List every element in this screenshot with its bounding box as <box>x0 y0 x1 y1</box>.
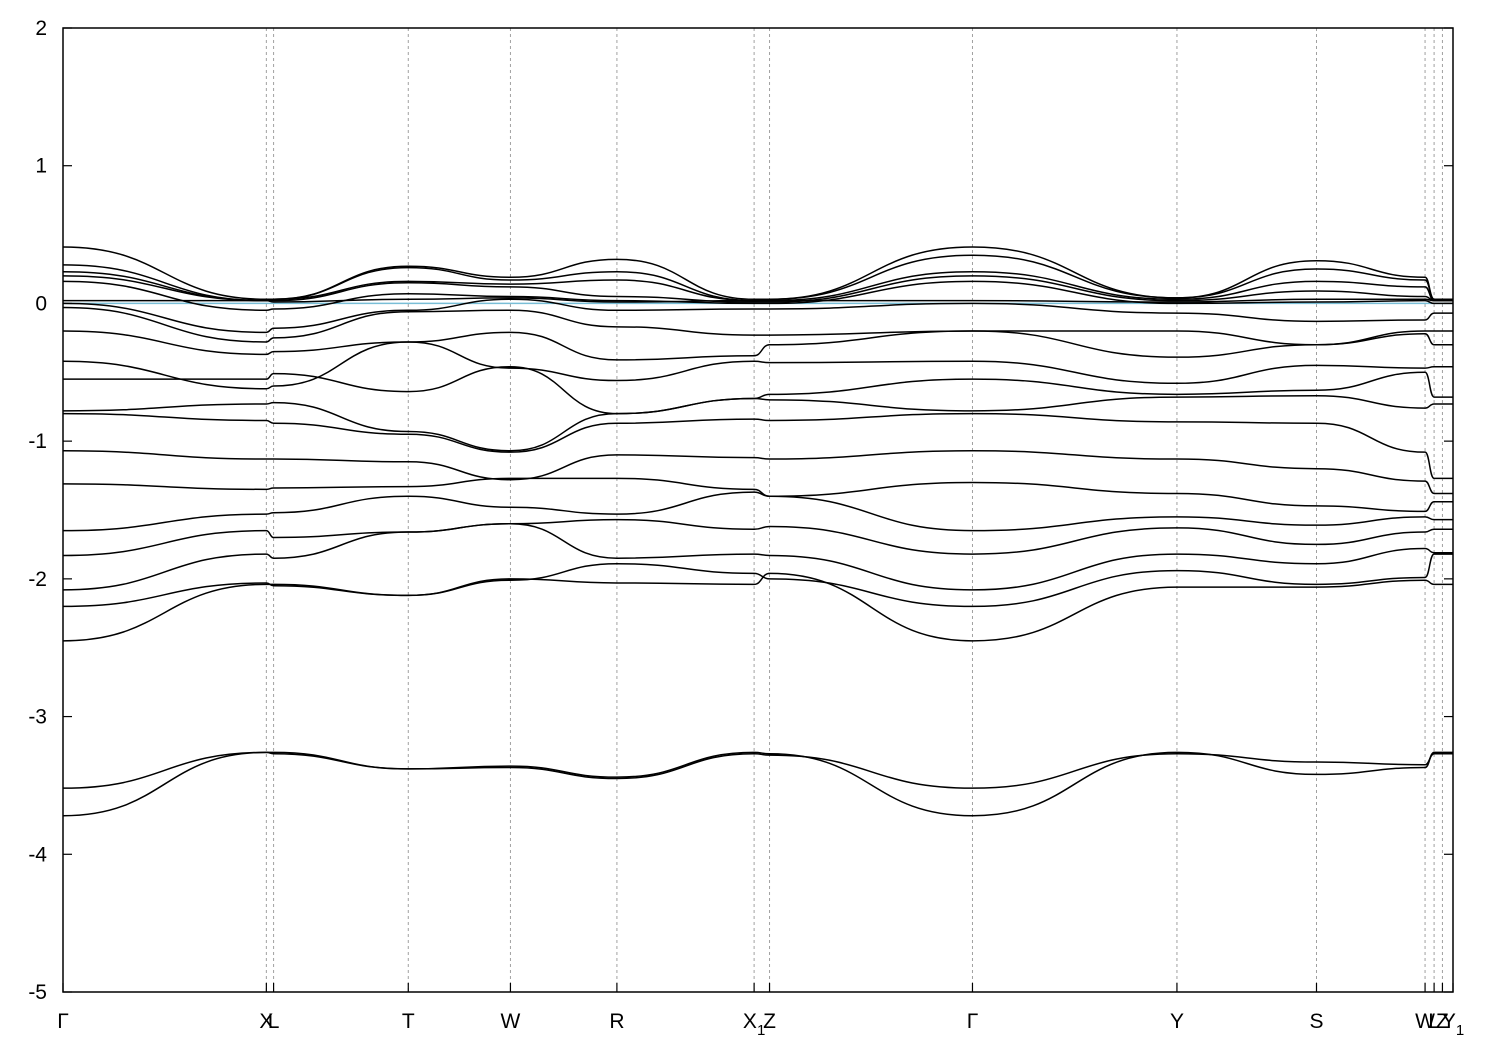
band-line-11 <box>63 366 1453 415</box>
xtick-label-8: Γ <box>967 1010 979 1033</box>
xtick-label-6: X1 <box>743 1010 765 1039</box>
band-line-10 <box>62 394 1453 452</box>
band-line-9 <box>62 412 1453 480</box>
ytick-label: -3 <box>28 706 47 729</box>
xtick-label-12: L <box>1428 1010 1440 1033</box>
xtick-subscript-14: 1 <box>1456 1022 1464 1039</box>
xtick-label-13: Z <box>1436 1010 1449 1033</box>
band-line-5 <box>62 518 1453 557</box>
ytick-label: 2 <box>35 17 47 40</box>
xtick-label-3: T <box>402 1010 415 1033</box>
ytick-label: -4 <box>28 843 47 866</box>
band-line-2 <box>62 572 1453 642</box>
band-line-8 <box>62 450 1453 495</box>
band-line-12 <box>62 341 1453 390</box>
xtick-label-5: R <box>609 1010 624 1033</box>
ytick-label: 0 <box>35 292 47 315</box>
xtick-label-10: S <box>1309 1010 1323 1033</box>
band-line-14 <box>62 306 1453 346</box>
xtick-label-0: Γ <box>57 1010 69 1033</box>
grid-lines <box>265 28 1443 992</box>
ytick-label: -2 <box>28 568 47 591</box>
band-line-18 <box>62 275 1453 303</box>
xtick-label-1: X <box>259 1010 273 1033</box>
xtick-label-9: Y <box>1170 1010 1184 1033</box>
xtick-subscript-6: 1 <box>757 1022 765 1039</box>
ytick-label: -1 <box>28 430 47 453</box>
band-line-0 <box>62 751 1453 817</box>
band-line-21 <box>62 246 1453 301</box>
band-line-1 <box>62 751 1454 789</box>
xtick-label-4: W <box>501 1010 521 1033</box>
band-lines <box>62 246 1454 817</box>
ytick-label: -5 <box>28 981 47 1004</box>
band-line-17 <box>62 280 1453 312</box>
band-line-4 <box>62 523 1453 591</box>
plot-frame <box>62 27 1454 993</box>
band-line-7 <box>62 477 1454 513</box>
band-line-13 <box>62 330 1453 361</box>
xtick-label-7: Z <box>763 1010 776 1033</box>
ytick-label: 1 <box>35 155 47 178</box>
xtick-label-2: L <box>268 1010 280 1033</box>
band-line-20 <box>62 254 1453 302</box>
y-axis-ticks: -5 -4 -3 -2 -1 0 1 2 <box>28 17 1453 1004</box>
band-line-6 <box>62 491 1453 532</box>
band-line-3 <box>62 553 1453 608</box>
xtick-label-11: W <box>1415 1010 1435 1033</box>
band-line-15 <box>62 298 1453 334</box>
band-line-19 <box>62 270 1453 302</box>
xtick-label-14: Y1 <box>1442 1010 1464 1039</box>
